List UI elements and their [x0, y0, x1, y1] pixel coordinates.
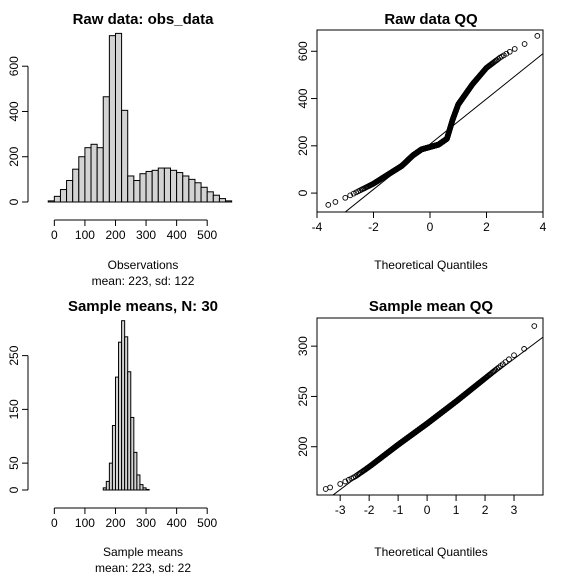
hist_raw-bar: [140, 174, 146, 202]
hist_means-x-tick-label: 500: [197, 516, 217, 530]
qq_means-point: [532, 324, 537, 329]
qq_raw-y-tick-label: 400: [296, 88, 310, 108]
panel-qq-means: Sample mean QQ Theoretical Quantiles -3 -…: [296, 298, 543, 559]
qq_raw-point: [512, 47, 517, 52]
hist_raw-bar: [134, 181, 140, 203]
hist_raw-bar: [103, 97, 109, 202]
hist-raw-title: Raw data: obs_data: [73, 11, 215, 28]
hist_means-y-tick-label: 50: [7, 456, 21, 470]
qq_means-x-tick-label: 1: [453, 503, 460, 517]
hist_raw-bar: [60, 190, 66, 202]
hist_raw-bar: [85, 148, 91, 202]
hist_raw-bar: [73, 169, 79, 202]
qq_raw-y-tick-label: 600: [296, 41, 310, 61]
hist-raw-xlabel: Observations: [108, 258, 179, 272]
hist_raw-x-tick-label: 100: [75, 228, 95, 242]
hist_raw-x-tick-label: 300: [136, 228, 156, 242]
hist_means-y-tick-label: 250: [7, 345, 21, 365]
hist_raw-bar: [171, 170, 177, 202]
qq-means-title: Sample mean QQ: [369, 298, 494, 315]
hist_raw-bar: [183, 176, 189, 202]
hist_means-x-tick-label: 200: [105, 516, 125, 530]
qq_means-point: [507, 357, 512, 362]
qq_means-point: [522, 347, 527, 352]
qq_means-y-tick-label: 200: [296, 436, 310, 456]
hist_raw-x-tick-label: 200: [105, 228, 125, 242]
hist_raw-bar: [219, 199, 225, 202]
qq_means-point: [323, 487, 328, 492]
panel-hist-raw: Raw data: obs_data Observations mean: 22…: [7, 11, 232, 288]
qq_raw-x-tick-label: 4: [540, 220, 547, 234]
hist_raw-bar: [164, 168, 170, 202]
qq_raw-y-tick-label: 0: [296, 189, 310, 196]
hist_means-x-tick-label: 400: [167, 516, 187, 530]
qq_means-plot-area: [317, 324, 543, 507]
qq_means-point: [338, 482, 343, 487]
hist_raw-bar: [201, 187, 207, 202]
hist_raw-bar: [177, 173, 183, 202]
qq_means-y-tick-label: 250: [296, 386, 310, 406]
qq_raw-point: [535, 34, 540, 39]
hist_raw-bar: [67, 181, 73, 203]
qq_means-x-tick-label: -3: [335, 503, 346, 517]
hist_raw-bar: [54, 196, 60, 202]
hist_raw-bar: [115, 33, 121, 202]
hist_raw-bar: [195, 183, 201, 202]
qq_means-plot-box: [317, 318, 543, 495]
hist_raw-bar: [146, 171, 152, 202]
hist_means-y-tick-label: 0: [7, 486, 21, 493]
qq_means-x-tick-label: 0: [424, 503, 431, 517]
hist_raw-bar: [152, 170, 158, 202]
hist_raw-bar: [122, 110, 128, 202]
hist_raw-bar: [97, 148, 103, 202]
hist_means-x-tick-label: 300: [136, 516, 156, 530]
hist_raw-bar: [79, 157, 85, 202]
hist-raw-sublabel: mean: 223, sd: 122: [92, 274, 195, 288]
qq_raw-x-tick-label: -2: [368, 220, 379, 234]
qq_raw-x-tick-label: -4: [312, 220, 323, 234]
qq_raw-point: [333, 200, 338, 205]
qq_raw-point: [522, 42, 527, 47]
hist_raw-bar: [207, 192, 213, 202]
qq-means-xlabel: Theoretical Quantiles: [374, 545, 487, 559]
hist_raw-y-tick-label: 600: [7, 56, 21, 76]
hist_raw-bar: [213, 195, 219, 202]
hist_means-x-tick-label: 100: [75, 516, 95, 530]
qq_raw-plot-box: [317, 30, 543, 212]
qq_means-y-tick-label: 300: [296, 336, 310, 356]
hist_means-y-tick-label: 150: [7, 399, 21, 419]
qq_means-x-tick-label: 3: [511, 503, 518, 517]
qq_raw-point: [326, 203, 331, 208]
hist_means-x-tick-label: 0: [51, 516, 58, 530]
hist_raw-x-tick-label: 400: [167, 228, 187, 242]
hist_raw-x-tick-label: 0: [51, 228, 58, 242]
hist-means-sublabel: mean: 223, sd: 22: [95, 561, 191, 575]
hist_raw-y-tick-label: 200: [7, 146, 21, 166]
qq_means-x-tick-label: -2: [364, 503, 375, 517]
panel-hist-means: Sample means, N: 30 Sample means mean: 2…: [7, 298, 218, 575]
hist_raw-y-tick-label: 0: [7, 198, 21, 205]
hist_raw-y-tick-label: 400: [7, 101, 21, 121]
hist_raw-bar: [128, 176, 134, 202]
panel-qq-raw: Raw data QQ Theoretical Quantiles -4 -2 0 2…: [296, 11, 547, 272]
hist_raw-bar: [91, 144, 97, 202]
hist_raw-x-tick-label: 500: [197, 228, 217, 242]
qq_raw-qq-line: [345, 54, 543, 212]
qq_means-point: [512, 353, 517, 358]
hist-means-xlabel: Sample means: [103, 545, 183, 559]
qq_raw-y-tick-label: 200: [296, 135, 310, 155]
qq_raw-plot-area: [326, 34, 543, 212]
hist_raw-bar: [158, 168, 164, 202]
hist_raw-bar: [189, 179, 195, 202]
hist-means-title: Sample means, N: 30: [68, 298, 218, 315]
qq_means-x-tick-label: -1: [393, 503, 404, 517]
hist_raw-bar: [109, 36, 115, 202]
qq_means-x-tick-label: 2: [482, 503, 489, 517]
qq_raw-point: [343, 195, 348, 200]
qq_raw-x-tick-label: 2: [483, 220, 490, 234]
qq-raw-title: Raw data QQ: [384, 11, 478, 28]
qq_raw-x-tick-label: 0: [427, 220, 434, 234]
qq-raw-xlabel: Theoretical Quantiles: [374, 258, 487, 272]
